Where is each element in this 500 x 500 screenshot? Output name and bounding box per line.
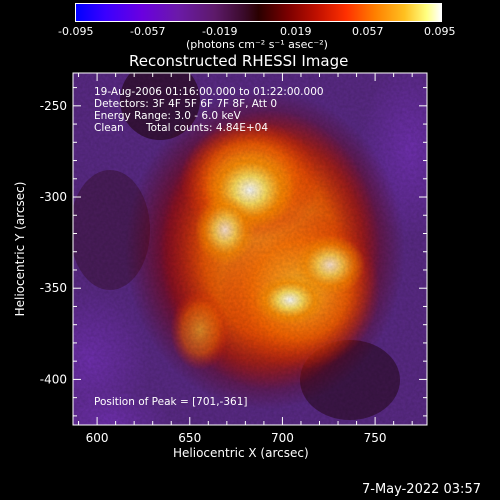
x-tick-label: 700 xyxy=(271,431,294,445)
colorbar-tick-label: -0.019 xyxy=(202,25,238,38)
colorbar-tick-label: -0.057 xyxy=(130,25,166,38)
y-tick-label: -350 xyxy=(40,281,67,295)
y-tick-label: -400 xyxy=(40,372,67,386)
x-tick-label: 750 xyxy=(364,431,387,445)
colorbar-tick-label: 0.095 xyxy=(424,25,456,38)
info-detectors: Detectors: 3F 4F 5F 6F 7F 8F, Att 0 xyxy=(94,98,278,110)
info-clean: Clean xyxy=(94,122,124,134)
x-axis-label: Heliocentric X (arcsec) xyxy=(173,446,309,460)
info-total-counts: Total counts: 4.84E+04 xyxy=(146,122,269,134)
colorbar xyxy=(75,3,442,22)
axis-ticks xyxy=(73,73,427,425)
y-tick-label: -300 xyxy=(40,190,67,204)
info-energy-range: Energy Range: 3.0 - 6.0 keV xyxy=(94,110,241,122)
colorbar-units-label: (photons cm⁻² s⁻¹ asec⁻²) xyxy=(186,38,328,51)
footer-date: 7-May-2022 03:57 xyxy=(362,482,481,497)
plot-frame xyxy=(72,72,428,426)
info-peak-position: Position of Peak = [701,-361] xyxy=(94,396,248,408)
x-tick-label: 650 xyxy=(178,431,201,445)
y-axis-label: Heliocentric Y (arcsec) xyxy=(13,181,27,317)
colorbar-tick-label: 0.057 xyxy=(352,25,384,38)
colorbar-tick-label: -0.095 xyxy=(58,25,94,38)
heatmap-image xyxy=(73,73,427,425)
chart-title: Reconstructed RHESSI Image xyxy=(129,52,349,70)
y-tick-label: -250 xyxy=(40,99,67,113)
colorbar-tick-label: 0.019 xyxy=(280,25,312,38)
axis-tick-labels: 600 650 700 750 -250 -300 -350 -400 xyxy=(40,99,387,445)
info-time-range: 19-Aug-2006 01:16:00.000 to 01:22:00.000 xyxy=(94,86,324,98)
x-tick-label: 600 xyxy=(86,431,109,445)
